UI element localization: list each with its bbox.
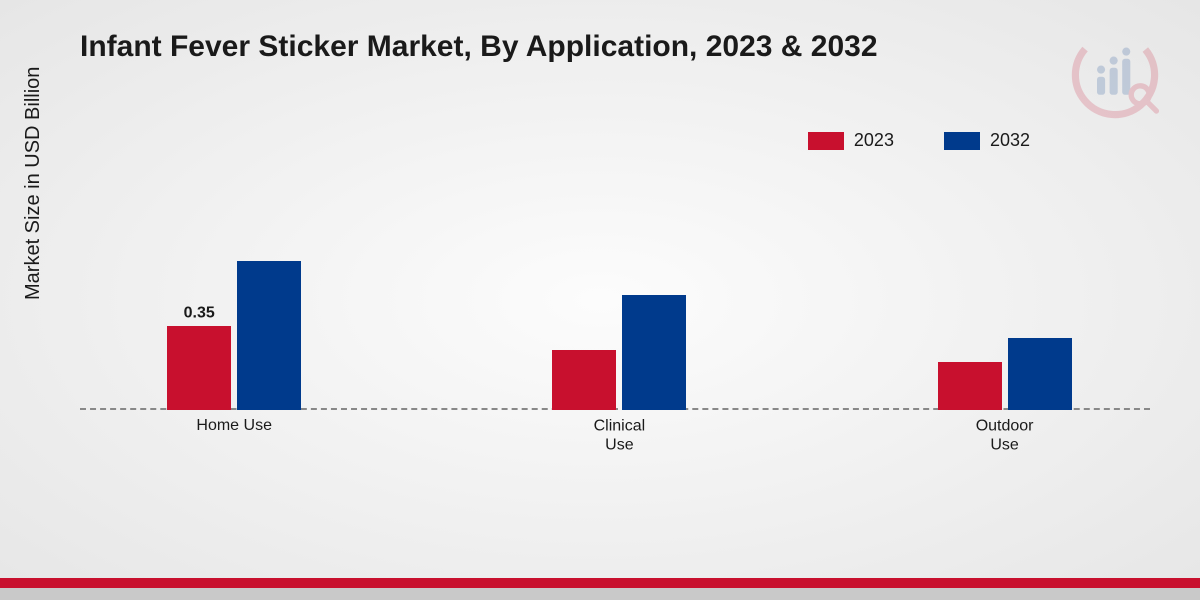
footer-red-stripe	[0, 578, 1200, 588]
bar-group: 0.35Home Use	[144, 261, 324, 410]
bar-value-label: 0.35	[184, 304, 215, 322]
legend-item-2023: 2023	[808, 130, 894, 151]
plot-area: 0.35Home UseClinicalUseOutdoorUse	[80, 170, 1150, 450]
legend-item-2032: 2032	[944, 130, 1030, 151]
legend-swatch-2032	[944, 132, 980, 150]
x-axis-label: OutdoorUse	[945, 416, 1065, 454]
brand-logo-icon	[1070, 30, 1160, 120]
bar-2032	[1008, 338, 1072, 410]
footer-bar	[0, 580, 1200, 600]
y-axis-label: Market Size in USD Billion	[22, 67, 45, 300]
bar-2023	[938, 362, 1002, 410]
bar-group: ClinicalUse	[529, 295, 709, 410]
x-axis-label: Home Use	[174, 416, 294, 435]
legend-swatch-2023	[808, 132, 844, 150]
bar-2032	[237, 261, 301, 410]
bar-2032	[622, 295, 686, 410]
bar-2023	[552, 350, 616, 410]
bar-2023: 0.35	[167, 326, 231, 410]
legend: 2023 2032	[808, 130, 1030, 151]
legend-label-2032: 2032	[990, 130, 1030, 151]
x-axis-label: ClinicalUse	[559, 416, 679, 454]
legend-label-2023: 2023	[854, 130, 894, 151]
bar-group: OutdoorUse	[915, 338, 1095, 410]
chart-title: Infant Fever Sticker Market, By Applicat…	[80, 30, 878, 64]
chart-page: Infant Fever Sticker Market, By Applicat…	[0, 0, 1200, 600]
footer-gray-stripe	[0, 588, 1200, 600]
